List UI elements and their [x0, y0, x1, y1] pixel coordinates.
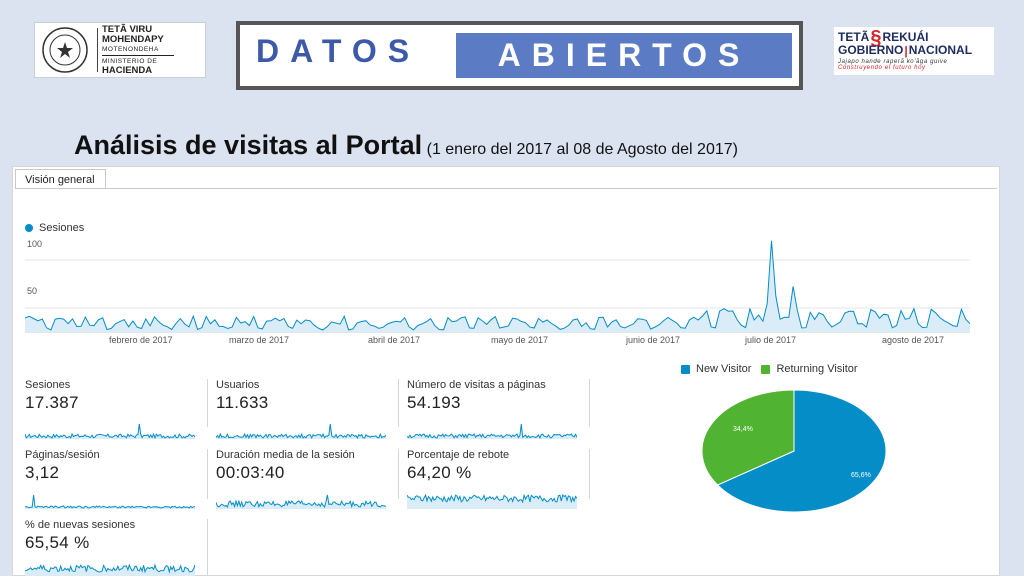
metric-label: Duración media de la sesión	[216, 449, 355, 461]
month-label: junio de 2017	[625, 335, 680, 345]
month-label: mayo de 2017	[491, 335, 548, 345]
logo-line1: TETÃ VIRU	[102, 23, 153, 35]
metric-duracion[interactable]: Duración media de la sesión 00:03:40	[216, 449, 392, 509]
gobierno-nacional-logo: TETÃ § REKUÁI GOBIERNO | NACIONAL Jajapo…	[834, 27, 994, 75]
ministerio-hacienda-logo: TETÃ VIRU MOHENDAPY MOTENONDEHA MINISTER…	[34, 22, 206, 78]
month-label: febrero de 2017	[109, 335, 173, 345]
logo-gobierno: GOBIERNO	[838, 43, 904, 57]
logo-s-icon: §	[870, 26, 882, 49]
metric-value: 17.387	[25, 393, 79, 412]
new-visitor-swatch-icon	[681, 364, 690, 374]
legend-new-label: New Visitor	[696, 363, 752, 375]
metric-value: 65,54 %	[25, 533, 90, 552]
month-label: abril de 2017	[368, 335, 420, 345]
sparkline-usuarios	[216, 423, 386, 439]
metric-label: Número de visitas a páginas	[407, 379, 546, 391]
sparkline-paginas-sesion	[25, 494, 195, 509]
logo-tagline2: Construyendo el futuro hoy	[838, 65, 926, 71]
visitor-pie-chart: 65,6% 34,4%	[701, 389, 887, 513]
metric-usuarios[interactable]: Usuarios 11.633	[216, 379, 392, 439]
title-main: Análisis de visitas al Portal	[74, 130, 423, 160]
paraguay-seal-icon	[35, 25, 95, 75]
logo-rekuai: REKUÁI	[882, 30, 929, 44]
datos-abiertos-banner: DATOS ABIERTOS	[236, 21, 803, 90]
pie-slice-new-visitor[interactable]	[716, 389, 887, 513]
metric-rebote[interactable]: Porcentaje de rebote 64,20 %	[407, 449, 583, 509]
pie-slice-returning-visitor[interactable]	[701, 389, 795, 486]
pie-label-new: 65,6%	[851, 472, 871, 479]
metric-label: Porcentaje de rebote	[407, 449, 510, 461]
pie-legend: New Visitor Returning Visitor	[681, 363, 868, 375]
sparkline-visitas	[407, 423, 577, 439]
sessions-legend-label: Sesiones	[39, 222, 85, 234]
metric-label: % de nuevas sesiones	[25, 519, 136, 531]
legend-returning-visitor[interactable]: Returning Visitor	[761, 363, 858, 375]
y-tick-100: 100	[27, 239, 42, 249]
metric-label: Usuarios	[216, 379, 260, 391]
legend-returning-label: Returning Visitor	[776, 363, 858, 375]
page-title: Análisis de visitas al Portal (1 enero d…	[74, 130, 738, 161]
metric-value: 54.193	[407, 393, 461, 412]
logo-divider	[97, 28, 98, 72]
title-sub: (1 enero del 2017 al 08 de Agosto del 20…	[426, 141, 738, 158]
sessions-dot-icon	[25, 224, 33, 232]
pie-label-returning: 34,4%	[733, 426, 753, 433]
month-label: agosto de 2017	[882, 335, 944, 345]
y-tick-50: 50	[27, 286, 37, 296]
month-label: marzo de 2017	[229, 335, 289, 345]
sessions-line-chart: 100 50 febrero de 2017 marzo de 2017 abril…	[25, 239, 970, 345]
logo-nacional: NACIONAL	[908, 43, 973, 57]
metric-label: Sesiones	[25, 379, 71, 391]
sparkline-rebote	[407, 493, 577, 509]
sparkline-duracion	[216, 494, 386, 509]
logo-line3: MOTENONDEHA	[102, 45, 159, 53]
returning-visitor-swatch-icon	[761, 364, 771, 374]
logo-line4: MINISTERIO DE	[102, 57, 158, 65]
metric-value: 3,12	[25, 463, 60, 482]
analytics-panel: Visión general Sesiones 100 50 febrero d…	[12, 166, 1000, 576]
logo-tagline1: Jajapo hande raperã ko'ãga guive	[838, 59, 948, 65]
logo-line2: MOHENDAPY	[102, 33, 164, 45]
banner-right-text: ABIERTOS	[456, 33, 792, 78]
tab-vision-general[interactable]: Visión general	[15, 169, 106, 189]
month-label: julio de 2017	[744, 335, 796, 345]
metric-label: Páginas/sesión	[25, 449, 100, 461]
logo-line5: HACIENDA	[102, 64, 153, 76]
logo-s2-icon: |	[904, 43, 908, 58]
metric-value: 11.633	[216, 393, 269, 412]
metric-nuevas-sesiones[interactable]: % de nuevas sesiones 65,54 %	[25, 519, 201, 576]
legend-new-visitor[interactable]: New Visitor	[681, 363, 751, 375]
banner-left-text: DATOS	[256, 33, 421, 69]
metric-value: 64,20 %	[407, 463, 472, 482]
sessions-legend: Sesiones	[25, 222, 84, 234]
sparkline-nuevas-sesiones	[25, 563, 195, 576]
metric-visitas-paginas[interactable]: Número de visitas a páginas 54.193	[407, 379, 583, 439]
sparkline-sesiones	[25, 423, 195, 439]
metric-sesiones[interactable]: Sesiones 17.387	[25, 379, 201, 439]
metric-paginas-sesion[interactable]: Páginas/sesión 3,12	[25, 449, 201, 509]
logo-teta: TETÃ	[838, 30, 870, 44]
metric-value: 00:03:40	[216, 463, 285, 482]
